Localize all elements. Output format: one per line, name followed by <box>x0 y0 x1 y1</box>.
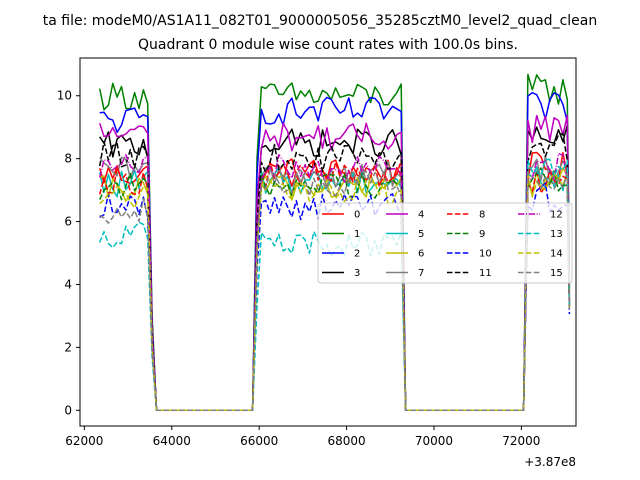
legend-label-4: 4 <box>418 210 424 221</box>
y-tick-label: 8 <box>64 152 72 166</box>
legend-label-8: 8 <box>479 210 485 221</box>
legend-label-0: 0 <box>354 210 360 221</box>
legend-label-14: 14 <box>550 249 563 260</box>
x-axis: 62000 64000 66000 68000 70000 72000 <box>65 426 540 448</box>
legend-label-1: 1 <box>354 229 360 240</box>
y-tick-label: 6 <box>64 215 72 229</box>
legend-label-5: 5 <box>418 229 424 240</box>
figure-suptitle: ta file: modeM0/AS1A11_082T01_9000005056… <box>43 13 597 29</box>
axes-frame <box>79 57 577 427</box>
y-tick-label: 4 <box>64 277 72 291</box>
chart-title: Quadrant 0 module wise count rates with … <box>138 37 518 53</box>
legend-label-12: 12 <box>550 210 563 221</box>
legend-label-3: 3 <box>354 268 360 279</box>
y-tick-label: 0 <box>64 403 72 417</box>
legend-label-11: 11 <box>479 268 492 279</box>
legend-label-9: 9 <box>479 229 485 240</box>
legend-box <box>317 202 573 284</box>
x-tick-label: 64000 <box>153 434 191 448</box>
legend-label-13: 13 <box>550 229 563 240</box>
x-tick-label: 66000 <box>240 434 278 448</box>
y-tick-label: 2 <box>64 340 72 354</box>
x-offset-label: +3.87e8 <box>524 455 576 469</box>
x-tick-label: 62000 <box>65 434 103 448</box>
legend-label-7: 7 <box>418 268 424 279</box>
y-axis: 0 2 4 6 8 10 <box>57 89 80 417</box>
series-line-8 <box>98 159 571 412</box>
legend-label-10: 10 <box>479 249 492 260</box>
x-tick-label: 68000 <box>327 434 365 448</box>
legend-label-15: 15 <box>550 268 563 279</box>
legend-label-6: 6 <box>418 249 424 260</box>
series-line-15 <box>99 169 571 412</box>
legend-label-2: 2 <box>354 249 360 260</box>
y-tick-label: 10 <box>57 89 72 103</box>
x-tick-label: 70000 <box>415 434 453 448</box>
x-tick-label: 72000 <box>502 434 540 448</box>
